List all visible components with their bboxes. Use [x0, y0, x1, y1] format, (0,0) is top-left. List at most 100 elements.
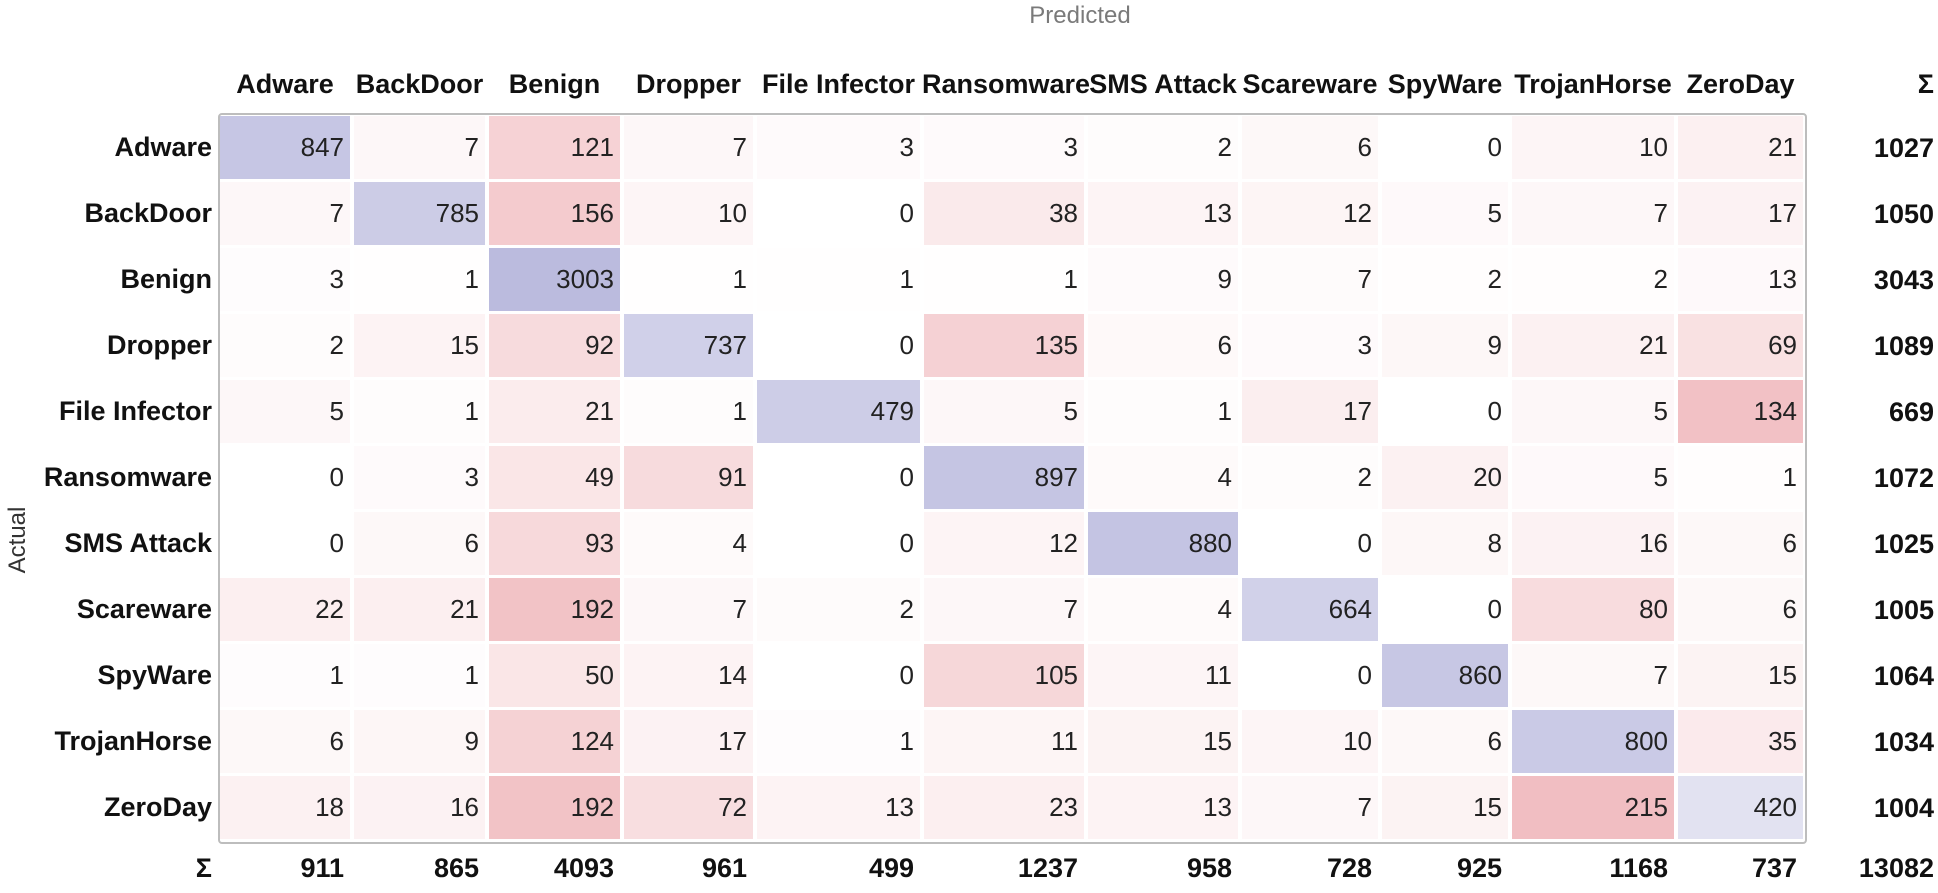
col-sum: 911 [300, 853, 344, 883]
row-sum: 1064 [1873, 661, 1934, 691]
matrix-cell: 737 [624, 314, 753, 377]
matrix-cell: 7 [924, 578, 1084, 641]
matrix-cell: 6 [1678, 512, 1803, 575]
matrix-cell: 11 [1088, 644, 1238, 707]
matrix-cell: 5 [1512, 446, 1674, 509]
matrix-cell: 21 [1678, 116, 1803, 179]
matrix-cell: 860 [1382, 644, 1508, 707]
matrix-cell: 16 [1512, 512, 1674, 575]
matrix-cell: 1 [899, 726, 914, 756]
matrix-cell: 121 [489, 116, 620, 179]
matrix-cell: 49 [489, 446, 620, 509]
col-sum: 925 [1456, 853, 1502, 883]
matrix-cell: 785 [354, 182, 485, 245]
col-header-adware: Adware [236, 69, 334, 99]
matrix-cell: 10 [624, 182, 753, 245]
matrix-cell: 9 [1382, 314, 1508, 377]
col-header-zeroday: ZeroDay [1686, 69, 1795, 99]
matrix-cell: 20 [1382, 446, 1508, 509]
col-sum: 1237 [1017, 853, 1078, 883]
row-sum: 1089 [1873, 331, 1934, 361]
col-header-dropper: Dropper [635, 69, 741, 99]
matrix-cell: 10 [1242, 710, 1378, 773]
matrix-cell: 1 [732, 264, 747, 294]
matrix-cell: 8 [1382, 512, 1508, 575]
col-header-benign: Benign [508, 69, 601, 99]
matrix-cell: 22 [220, 578, 350, 641]
row-header-spyware: SpyWare [97, 660, 212, 690]
matrix-cell: 2 [757, 578, 920, 641]
matrix-cell: 2 [1653, 264, 1668, 294]
matrix-cell: 0 [899, 198, 914, 228]
matrix-cell: 13 [1088, 182, 1238, 245]
col-header-trojanhorse: TrojanHorse [1514, 69, 1672, 99]
matrix-cell: 1 [1217, 396, 1232, 426]
matrix-cell: 1 [464, 396, 479, 426]
matrix-cell: 13 [1088, 776, 1238, 839]
matrix-cell: 5 [1382, 182, 1508, 245]
matrix-cell: 7 [1242, 248, 1378, 311]
matrix-cell: 14 [624, 644, 753, 707]
col-header-ransomware: Ransomware [922, 69, 1091, 99]
matrix-cell: 3 [329, 264, 344, 294]
row-sum: 3043 [1873, 265, 1934, 295]
matrix-cell: 1 [464, 660, 479, 690]
row-sum: 1034 [1873, 727, 1934, 757]
matrix-cell: 3 [757, 116, 920, 179]
matrix-cell: 6 [354, 512, 485, 575]
matrix-cell: 897 [924, 446, 1084, 509]
matrix-cell: 6 [1678, 578, 1803, 641]
matrix-cell: 0 [329, 528, 344, 558]
matrix-cell: 11 [924, 710, 1084, 773]
row-header-adware: Adware [114, 132, 212, 162]
matrix-cell: 6 [220, 710, 350, 773]
matrix-cell: 3 [354, 446, 485, 509]
col-sum-label: Σ [195, 853, 212, 883]
matrix-cell: 50 [489, 644, 620, 707]
matrix-cell: 124 [489, 710, 620, 773]
row-sum: 1025 [1873, 529, 1934, 559]
col-sum: 4093 [553, 853, 614, 883]
matrix-cell: 93 [489, 512, 620, 575]
matrix-cell: 38 [924, 182, 1084, 245]
matrix-cell: 0 [899, 528, 914, 558]
matrix-cell: 0 [1357, 528, 1372, 558]
predicted-axis-title: Predicted [1029, 2, 1131, 29]
matrix-cell: 15 [354, 314, 485, 377]
matrix-cell: 4 [1088, 446, 1238, 509]
col-sum: 499 [868, 853, 914, 883]
matrix-cell: 215 [1512, 776, 1674, 839]
matrix-cell: 0 [329, 462, 344, 492]
matrix-cell: 0 [1487, 396, 1502, 426]
matrix-cell: 0 [1487, 594, 1502, 624]
matrix-cell: 16 [354, 776, 485, 839]
matrix-cell: 1 [464, 264, 479, 294]
matrix-cell: 69 [1678, 314, 1803, 377]
matrix-cell: 12 [924, 512, 1084, 575]
matrix-cell: 479 [757, 380, 920, 443]
matrix-cell: 6 [1242, 116, 1378, 179]
matrix-cell: 135 [924, 314, 1084, 377]
matrix-cell: 9 [1088, 248, 1238, 311]
matrix-cell: 156 [489, 182, 620, 245]
matrix-cell: 21 [1512, 314, 1674, 377]
matrix-cell: 3 [924, 116, 1084, 179]
matrix-cell: 4 [1088, 578, 1238, 641]
matrix-cell: 880 [1088, 512, 1238, 575]
matrix-cell: 15 [1382, 776, 1508, 839]
col-header-backdoor: BackDoor [355, 69, 484, 99]
matrix-cell: 664 [1242, 578, 1378, 641]
matrix-cell: 1 [732, 396, 747, 426]
matrix-cell: 0 [1487, 132, 1502, 162]
matrix-cell: 192 [489, 776, 620, 839]
row-sum: 1027 [1873, 133, 1934, 163]
row-sum: 1004 [1873, 793, 1934, 823]
matrix-cell: 72 [624, 776, 753, 839]
col-sum: 728 [1326, 853, 1372, 883]
row-sum: 669 [1888, 397, 1934, 427]
matrix-cell: 7 [624, 578, 753, 641]
matrix-cell: 18 [220, 776, 350, 839]
row-header-benign: Benign [120, 264, 213, 294]
matrix-cell: 7 [1512, 182, 1674, 245]
matrix-cell: 6 [1088, 314, 1238, 377]
